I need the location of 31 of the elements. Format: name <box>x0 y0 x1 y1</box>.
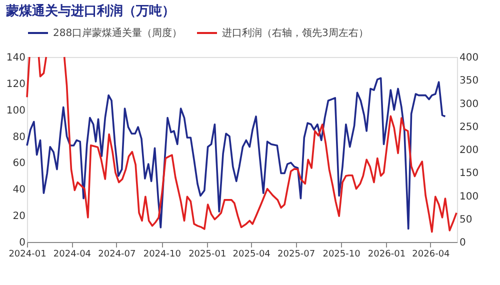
x-tick-label: 2025-04 <box>232 250 271 260</box>
x-tick-label: 2026-01 <box>368 250 406 260</box>
x-tick-label: 2025-07 <box>278 250 316 260</box>
line-series <box>26 77 446 230</box>
x-tick-label: 2024-10 <box>143 250 182 260</box>
x-tick-label: 2024-04 <box>53 250 92 260</box>
y2-tick-label: 150 <box>460 168 479 180</box>
y2-tick-label: 50 <box>460 214 472 226</box>
y2-tick-label: 400 <box>460 52 479 64</box>
x-tick-label: 2025-01 <box>188 250 226 260</box>
y-tick-label: 120 <box>6 78 26 90</box>
y2-tick-label: 100 <box>460 191 479 202</box>
y-tick-label: 60 <box>12 158 26 170</box>
y-tick-label: 20 <box>12 211 26 222</box>
y-tick-label: 0 <box>19 238 26 248</box>
x-tick-label: 2025-10 <box>322 250 361 260</box>
y-tick-label: 140 <box>6 52 26 64</box>
y2-tick-label: 250 <box>460 122 479 133</box>
y-tick-label: 40 <box>12 184 26 196</box>
y-tick-label: 100 <box>6 105 26 116</box>
legend-label: 进口利润（右轴，领先3周左右） <box>222 27 368 39</box>
y2-tick-label: 0 <box>460 238 466 248</box>
chart-title: 蒙煤通关与进口利润（万吨） <box>4 3 175 19</box>
y2-tick-label: 300 <box>460 98 479 110</box>
x-tick-label: 2024-01 <box>8 250 46 260</box>
y-tick-label: 80 <box>12 132 26 143</box>
y2-tick-label: 200 <box>460 145 479 156</box>
legend-label: 288口岸蒙煤通关量（周度） <box>53 27 182 39</box>
x-tick-label: 2024-07 <box>98 250 136 260</box>
y2-tick-label: 350 <box>460 76 479 87</box>
x-tick-label: 2026-04 <box>412 250 450 260</box>
